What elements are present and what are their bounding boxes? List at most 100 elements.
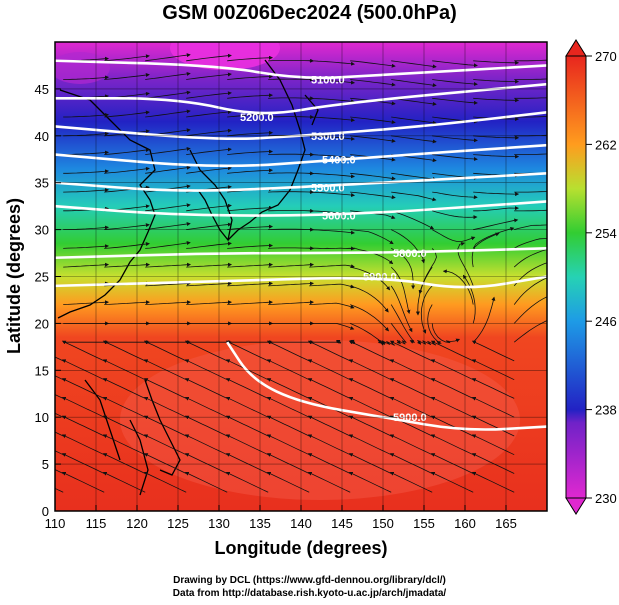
wind-streamline [102,359,146,381]
wind-streamline [61,340,105,362]
wind-streamline [514,59,547,62]
wind-streamline [186,203,232,212]
colorbar-top-cap [565,39,587,57]
wind-streamline [430,434,474,456]
colorbar-tick-label: 238 [595,403,617,418]
wind-streamline [391,135,437,144]
wind-streamline [309,135,355,141]
wind-streamline [432,154,478,162]
wind-streamline [309,229,355,235]
wind-streamline [309,116,355,123]
wind-streamline [63,112,109,118]
wind-streamline [104,223,150,230]
wind-streamline [472,296,496,343]
wind-streamline [143,378,187,399]
wind-streamline [420,285,433,334]
wind-streamline [348,359,392,381]
warm-region-shading [120,340,520,500]
wind-streamline [514,153,547,155]
wind-streamline [63,150,109,155]
colorbar-tick-label: 262 [595,137,617,152]
wind-streamline [307,453,351,474]
wind-streamline [102,378,146,399]
wind-streamline [61,434,105,456]
wind-streamline [473,135,520,140]
wind-streamline [471,472,515,493]
wind-streamline [432,229,476,242]
wind-streamline [186,166,232,174]
wind-streamline [143,359,187,381]
x-tick-label: 130 [208,516,230,531]
wind-streamline [309,191,355,198]
colorbar-ticks: 230 238 246 254 262 270 [586,49,617,506]
x-tick-label: 140 [290,516,312,531]
wind-streamline [102,415,146,437]
wind-streamline [432,191,478,200]
y-tick-label: 25 [35,270,49,285]
wind-streamline [102,340,146,362]
colorbar-tick-label: 270 [595,49,617,64]
wind-streamline [266,378,310,399]
wind-streamline [104,110,150,118]
wind-streamline [431,323,461,344]
wind-streamline [514,224,547,230]
height-contour-line [55,143,547,168]
wind-streamline [61,359,105,381]
colorbar-bottom-cap [565,497,587,515]
height-contour-label: 5500.0 [311,182,345,194]
wind-streamline [350,323,383,344]
wind-streamline [143,453,187,474]
wind-streamline [348,453,392,474]
wind-streamline [391,229,426,264]
wind-streamline [63,75,109,80]
wind-streamline [227,300,273,305]
wind-streamline [225,434,269,456]
wind-streamline [102,472,146,493]
wind-streamline [227,262,273,268]
wind-streamline [391,97,437,106]
wind-streamline [104,300,150,305]
wind-streamline [432,97,478,105]
wind-streamline [391,116,437,125]
wind-streamline [227,168,273,174]
wind-streamline [471,396,515,418]
wind-streamline [309,97,355,104]
wind-streamline [307,472,351,493]
wind-streamline [145,71,191,80]
wind-streamline [309,154,355,160]
x-tick-label: 110 [45,516,66,531]
wind-streamline [390,323,407,345]
wind-streamline [143,396,187,418]
wind-streamline [225,453,269,474]
wind-streamline [55,431,64,437]
wind-streamline [430,378,474,399]
colorbar-tick-label: 254 [595,226,617,241]
wind-streamline [389,340,433,362]
wind-streamline [227,93,273,99]
height-contour-label: 5100.0 [311,75,345,87]
wind-streamline [471,359,515,381]
x-tick-label: 145 [331,516,353,531]
wind-streamline [266,359,310,381]
wind-streamline [186,281,232,287]
wind-streamline [225,378,269,399]
credit-drawing: Drawing by DCL (https://www.gfd-dennou.o… [173,575,446,586]
wind-streamline [145,109,191,118]
x-tick-label: 155 [413,516,435,531]
x-tick-label: 160 [454,516,476,531]
y-axis-ticks: 0 5 10 15 20 25 30 35 40 45 [35,82,61,519]
wind-streamline [143,415,187,437]
wind-streamline [186,147,232,155]
wind-streamline [432,79,478,87]
wind-streamline [391,79,437,88]
wind-streamline [462,274,476,324]
wind-streamline [309,302,355,309]
wind-streamline [186,241,232,249]
wind-streamline [473,79,520,84]
wind-streamline [350,339,356,345]
wind-streamline [225,415,269,437]
wind-streamline [186,222,232,230]
wind-streamline [471,340,515,362]
wind-streamline [379,340,395,346]
